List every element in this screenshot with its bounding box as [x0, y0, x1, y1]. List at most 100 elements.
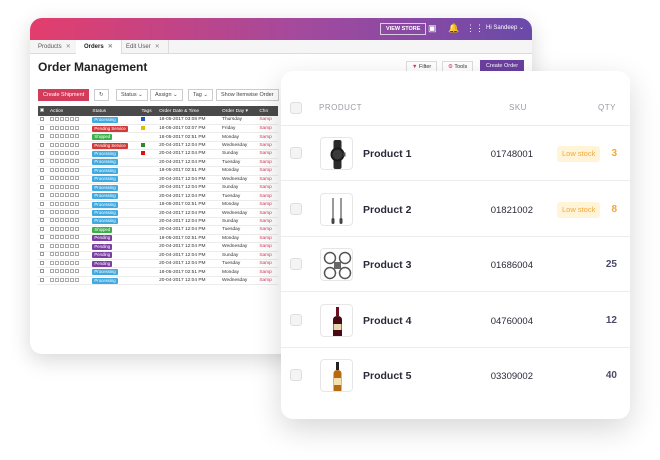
check-icon[interactable]	[54, 252, 59, 257]
table-row[interactable]: Pending Service 20-04-2017 12:04 PM Wednes…	[38, 141, 278, 151]
copy-icon[interactable]	[59, 201, 64, 206]
copy-icon[interactable]	[59, 193, 64, 198]
check-icon[interactable]	[54, 260, 59, 265]
edit-icon[interactable]	[49, 159, 54, 164]
mail-icon[interactable]	[69, 218, 74, 223]
check-icon[interactable]	[54, 134, 59, 139]
print-icon[interactable]	[64, 226, 69, 231]
mail-icon[interactable]	[69, 210, 74, 215]
copy-icon[interactable]	[59, 226, 64, 231]
edit-icon[interactable]	[49, 184, 54, 189]
copy-icon[interactable]	[59, 235, 64, 240]
copy-icon[interactable]	[59, 218, 64, 223]
mail-icon[interactable]	[69, 243, 74, 248]
more-icon[interactable]	[74, 252, 79, 257]
check-icon[interactable]	[54, 193, 59, 198]
tools-button[interactable]: ⚙ Tools	[442, 61, 474, 73]
print-icon[interactable]	[64, 125, 69, 130]
copy-icon[interactable]	[59, 167, 64, 172]
copy-icon[interactable]	[59, 277, 64, 282]
print-icon[interactable]	[64, 210, 69, 215]
check-icon[interactable]	[54, 277, 59, 282]
tab-orders[interactable]: Orders ✕	[76, 40, 122, 54]
table-row[interactable]: Pending 20-04-2017 12:04 PM Tuesday Samp	[38, 259, 278, 269]
check-icon[interactable]	[54, 150, 59, 155]
check-icon[interactable]	[54, 269, 59, 274]
copy-icon[interactable]	[59, 252, 64, 257]
mail-icon[interactable]	[69, 167, 74, 172]
edit-icon[interactable]	[49, 269, 54, 274]
check-icon[interactable]	[54, 235, 59, 240]
bell-icon[interactable]: 🔔	[448, 23, 460, 33]
copy-icon[interactable]	[59, 176, 64, 181]
table-row[interactable]: Processing 20-04-2017 12:04 PM Wednesday Sa…	[38, 276, 278, 286]
create-shipment-button[interactable]: Create Shipment	[38, 89, 90, 101]
more-icon[interactable]	[74, 176, 79, 181]
check-icon[interactable]	[54, 184, 59, 189]
print-icon[interactable]	[64, 269, 69, 274]
table-row[interactable]: Processing 20-04-2017 12:04 PM Tuesday Samp	[38, 158, 278, 168]
row-checkbox[interactable]	[40, 260, 44, 265]
view-store-button[interactable]: VIEW STORE	[380, 23, 427, 35]
more-icon[interactable]	[74, 167, 79, 172]
print-icon[interactable]	[64, 243, 69, 248]
product-row[interactable]: Product 4 04760004 12	[281, 293, 630, 348]
mail-icon[interactable]	[69, 184, 74, 189]
close-icon[interactable]: ✕	[65, 44, 71, 50]
edit-icon[interactable]	[49, 210, 54, 215]
close-icon[interactable]: ✕	[154, 44, 160, 50]
mail-icon[interactable]	[69, 116, 74, 121]
mail-icon[interactable]	[69, 260, 74, 265]
mail-icon[interactable]	[69, 226, 74, 231]
print-icon[interactable]	[64, 116, 69, 121]
print-icon[interactable]	[64, 201, 69, 206]
row-checkbox[interactable]	[290, 258, 302, 270]
grid-view-icon[interactable]: ▣	[428, 23, 437, 33]
row-checkbox[interactable]	[40, 150, 44, 155]
table-row[interactable]: Processing 18-05-2017 02:51 PM Monday Samp	[38, 200, 278, 210]
row-checkbox[interactable]	[40, 142, 44, 147]
edit-icon[interactable]	[49, 134, 54, 139]
mail-icon[interactable]	[69, 142, 74, 147]
more-icon[interactable]	[74, 184, 79, 189]
row-checkbox[interactable]	[40, 116, 44, 121]
edit-icon[interactable]	[49, 235, 54, 240]
check-icon[interactable]	[54, 243, 59, 248]
table-row[interactable]: Shipped 18-05-2017 02:51 PM Monday Samp	[38, 132, 278, 142]
copy-icon[interactable]	[59, 243, 64, 248]
check-icon[interactable]	[54, 116, 59, 121]
day-header[interactable]: Order Day ▾	[220, 106, 258, 116]
more-icon[interactable]	[74, 277, 79, 282]
edit-icon[interactable]	[49, 260, 54, 265]
row-checkbox[interactable]	[40, 167, 44, 172]
edit-icon[interactable]	[49, 167, 54, 172]
more-icon[interactable]	[74, 125, 79, 130]
row-checkbox[interactable]	[40, 218, 44, 223]
print-icon[interactable]	[64, 277, 69, 282]
row-checkbox[interactable]	[40, 201, 44, 206]
close-icon[interactable]: ✕	[107, 44, 113, 50]
itemwise-order-button[interactable]: Show Itemwise Order	[216, 89, 279, 101]
status-dropdown[interactable]: Status ⌄	[116, 89, 148, 101]
copy-icon[interactable]	[59, 134, 64, 139]
edit-icon[interactable]	[49, 277, 54, 282]
row-checkbox[interactable]	[40, 277, 44, 282]
copy-icon[interactable]	[59, 142, 64, 147]
select-all-checkbox[interactable]	[40, 108, 44, 112]
edit-icon[interactable]	[49, 116, 54, 121]
copy-icon[interactable]	[59, 269, 64, 274]
apps-icon[interactable]: ⋮⋮	[466, 23, 484, 33]
mail-icon[interactable]	[69, 176, 74, 181]
row-checkbox[interactable]	[40, 226, 44, 231]
edit-icon[interactable]	[49, 193, 54, 198]
more-icon[interactable]	[74, 260, 79, 265]
product-row[interactable]: Product 5 03309002 40	[281, 348, 630, 403]
row-checkbox[interactable]	[40, 176, 44, 181]
copy-icon[interactable]	[59, 159, 64, 164]
table-row[interactable]: Shipped 20-04-2017 12:04 PM Tuesday Samp	[38, 225, 278, 235]
mail-icon[interactable]	[69, 235, 74, 240]
row-checkbox[interactable]	[40, 210, 44, 215]
assign-dropdown[interactable]: Assign ⌄	[150, 89, 183, 101]
copy-icon[interactable]	[59, 210, 64, 215]
row-checkbox[interactable]	[40, 252, 44, 257]
